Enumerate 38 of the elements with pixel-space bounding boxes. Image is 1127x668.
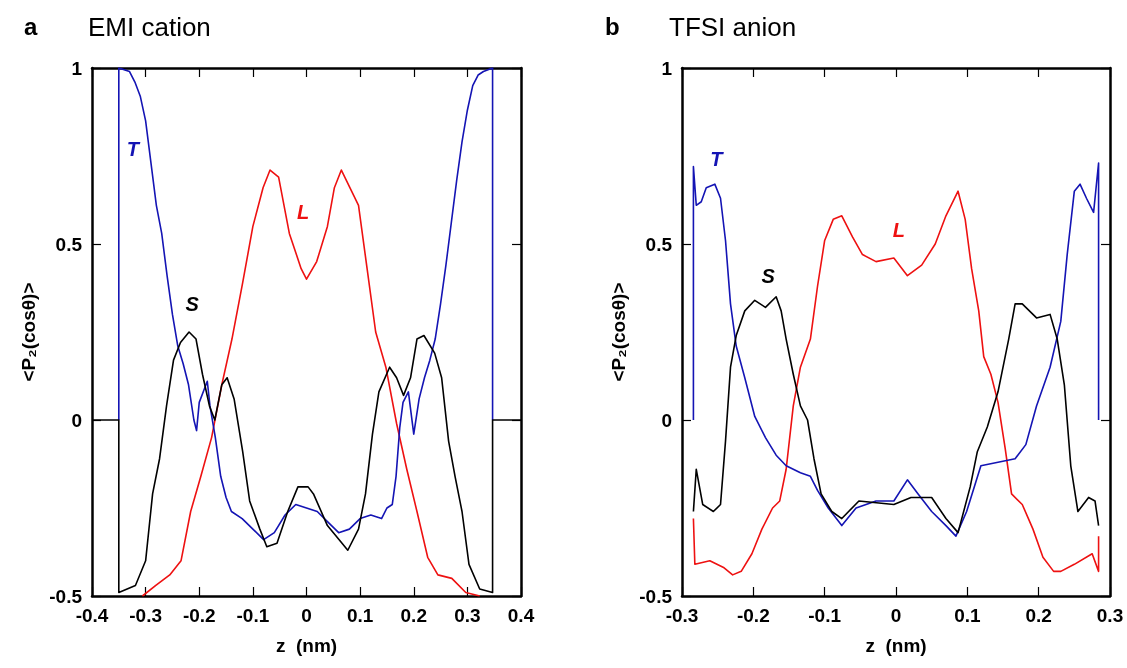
series-label: S [761, 264, 776, 287]
series-label: T [710, 147, 725, 170]
x-axis-title: z (nm) [275, 635, 338, 656]
x-tick-label: -0.1 [236, 605, 270, 626]
chart-title: EMI cation [88, 12, 211, 42]
y-tick-label: -0.5 [639, 585, 673, 607]
y-tick-label: 0 [661, 409, 672, 431]
text: a [24, 12, 38, 40]
y-tick-label: 0 [71, 409, 82, 431]
x-tick-label: -0.4 [75, 605, 109, 626]
y-tick-label: 1 [71, 57, 83, 79]
series-label: L [296, 201, 310, 224]
y-tick-label: 0.5 [55, 233, 83, 255]
x-tick-label: -0.2 [182, 605, 216, 626]
x-tick-label: 0 [890, 605, 902, 626]
x-tick-label: 0.1 [346, 605, 374, 626]
x-tick-label: 0.2 [400, 605, 427, 626]
y-axis-title: <P₂(cosθ)> [608, 282, 630, 382]
y-tick-label: -0.5 [49, 585, 83, 607]
x-tick-label: 0.3 [1096, 605, 1124, 626]
y-axis-title: <P₂(cosθ)> [18, 282, 40, 382]
x-axis-title: z (nm) [865, 635, 927, 656]
chart-title: TFSI anion [669, 12, 797, 42]
y-tick-label: 1 [661, 57, 673, 79]
x-tick-label: 0.2 [1025, 605, 1052, 626]
x-tick-label: -0.3 [129, 605, 162, 626]
text: b [605, 12, 620, 40]
x-tick-label: 0.1 [954, 605, 981, 626]
x-tick-label: -0.3 [665, 605, 699, 626]
series-label: L [892, 218, 905, 241]
x-tick-label: 0.4 [507, 605, 535, 626]
series-label: S [185, 293, 200, 315]
y-tick-label: 0.5 [645, 233, 673, 255]
x-tick-label: -0.1 [808, 605, 842, 626]
series-label: T [126, 138, 141, 160]
x-tick-label: -0.2 [736, 605, 770, 626]
x-tick-label: 0.3 [454, 605, 481, 626]
x-tick-label: 0 [301, 605, 312, 626]
